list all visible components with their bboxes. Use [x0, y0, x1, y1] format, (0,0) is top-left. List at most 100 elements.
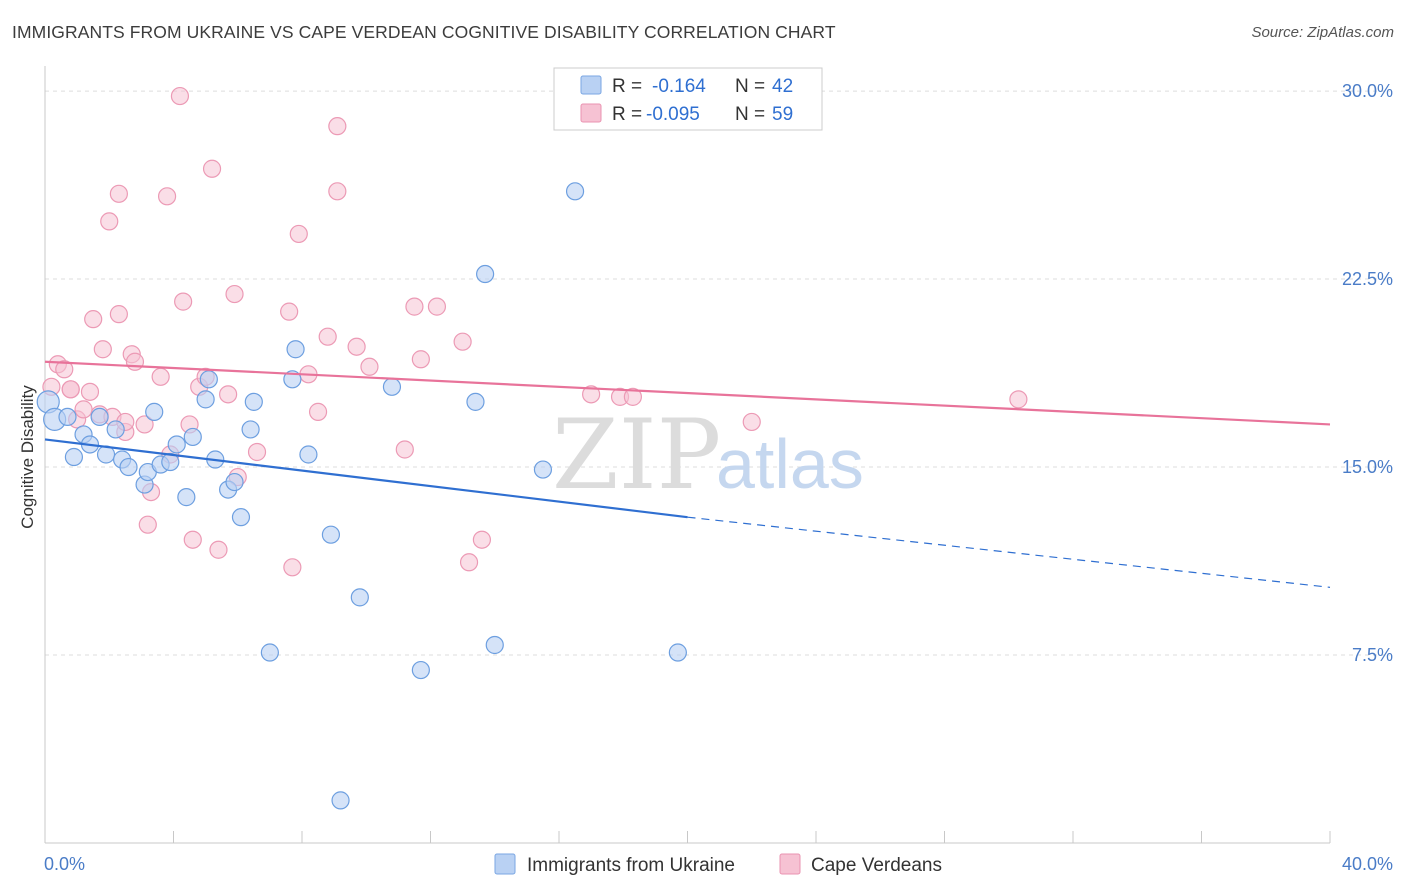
- data-point-cape-verdeans: [183, 530, 202, 549]
- data-point-cape-verdeans: [138, 515, 157, 534]
- data-point-immigrants-from-ukraine: [145, 402, 164, 421]
- source-label: Source: ZipAtlas.com: [1251, 24, 1394, 41]
- data-point-cape-verdeans: [318, 327, 337, 346]
- data-point-cape-verdeans: [347, 337, 366, 356]
- grid-lines: [45, 90, 1390, 656]
- data-point-cape-verdeans: [411, 350, 430, 369]
- axes: [44, 66, 1331, 844]
- data-point-immigrants-from-ukraine: [382, 377, 402, 396]
- data-point-cape-verdeans: [427, 297, 447, 316]
- data-point-cape-verdeans: [109, 184, 128, 203]
- legend-swatch-blue: [580, 75, 602, 95]
- data-point-cape-verdeans: [1009, 390, 1028, 409]
- x-tick-label: 40.0%: [1342, 854, 1393, 874]
- data-point-cape-verdeans: [283, 558, 302, 577]
- data-point-cape-verdeans: [151, 367, 170, 386]
- data-point-cape-verdeans: [459, 553, 479, 572]
- data-point-cape-verdeans: [80, 382, 100, 401]
- data-point-cape-verdeans: [225, 284, 244, 304]
- legend-r-label: R =: [612, 104, 642, 125]
- data-point-cape-verdeans: [170, 86, 190, 106]
- data-point-cape-verdeans: [157, 187, 177, 206]
- data-point-immigrants-from-ukraine: [476, 264, 495, 284]
- data-point-cape-verdeans: [74, 400, 93, 419]
- data-point-immigrants-from-ukraine: [299, 445, 318, 464]
- data-point-cape-verdeans: [55, 360, 74, 379]
- legend-n-label: N =: [735, 104, 765, 125]
- data-point-immigrants-from-ukraine: [231, 508, 251, 527]
- data-point-cape-verdeans: [61, 380, 80, 399]
- watermark-atlas: atlas: [716, 425, 864, 503]
- data-point-immigrants-from-ukraine: [106, 420, 125, 439]
- data-point-cape-verdeans: [328, 117, 347, 136]
- bottom-legend-swatch-blue: [494, 853, 516, 875]
- data-point-cape-verdeans: [623, 387, 642, 406]
- data-point-cape-verdeans: [219, 385, 238, 404]
- data-point-immigrants-from-ukraine: [350, 588, 369, 607]
- data-point-cape-verdeans: [109, 305, 128, 324]
- data-point-cape-verdeans: [289, 224, 308, 244]
- data-point-immigrants-from-ukraine: [533, 460, 553, 479]
- data-point-immigrants-from-ukraine: [90, 407, 109, 427]
- bottom-legend-label: Immigrants from Ukraine: [527, 855, 735, 876]
- data-point-cape-verdeans: [472, 530, 491, 549]
- data-point-immigrants-from-ukraine: [196, 390, 215, 409]
- data-point-cape-verdeans: [93, 340, 112, 359]
- data-point-cape-verdeans: [125, 352, 145, 371]
- data-point-cape-verdeans: [84, 310, 103, 329]
- y-axis-title: Cognitive Disability: [18, 385, 37, 529]
- data-point-cape-verdeans: [280, 302, 299, 321]
- data-point-immigrants-from-ukraine: [199, 370, 218, 389]
- top-legend: R = -0.164 N = 42 R = -0.095 N = 59: [553, 67, 823, 131]
- y-tick-label: 22.5%: [1342, 269, 1393, 289]
- data-point-cape-verdeans: [405, 297, 424, 316]
- data-point-immigrants-from-ukraine: [241, 420, 260, 439]
- bottom-legend-swatch-pink: [779, 853, 801, 875]
- x-tick-label: 0.0%: [44, 854, 85, 874]
- data-point-immigrants-from-ukraine: [260, 643, 279, 662]
- trend-lines: [44, 360, 1331, 588]
- data-point-immigrants-from-ukraine: [466, 392, 485, 411]
- data-point-immigrants-from-ukraine: [668, 643, 687, 662]
- data-point-immigrants-from-ukraine: [244, 392, 263, 411]
- data-point-cape-verdeans: [453, 332, 472, 351]
- data-point-cape-verdeans: [360, 357, 379, 376]
- bottom-legend: Immigrants from Ukraine Cape Verdeans: [494, 853, 942, 876]
- trend-line-extension-immigrants-from-ukraine: [687, 516, 1331, 588]
- data-point-immigrants-from-ukraine: [485, 635, 504, 655]
- legend-n-value: 42: [772, 76, 793, 97]
- data-point-immigrants-from-ukraine: [183, 427, 202, 447]
- legend-swatch-pink: [580, 103, 602, 123]
- y-tick-label: 30.0%: [1342, 81, 1393, 101]
- data-point-cape-verdeans: [135, 415, 154, 434]
- x-tick-labels: 0.0% 40.0%: [44, 854, 1393, 874]
- data-point-cape-verdeans: [247, 442, 267, 462]
- y-tick-label: 7.5%: [1352, 645, 1393, 665]
- data-point-cape-verdeans: [742, 412, 761, 432]
- data-point-immigrants-from-ukraine: [565, 182, 585, 201]
- data-point-cape-verdeans: [328, 182, 347, 201]
- data-point-cape-verdeans: [582, 385, 601, 404]
- y-tick-labels: 7.5% 15.0% 22.5% 30.0%: [1342, 81, 1393, 665]
- data-point-immigrants-from-ukraine: [177, 488, 196, 507]
- watermark: ZIP atlas: [552, 399, 864, 511]
- data-point-cape-verdeans: [174, 292, 193, 311]
- data-point-immigrants-from-ukraine: [167, 435, 186, 454]
- data-point-immigrants-from-ukraine: [331, 791, 350, 810]
- trend-line-immigrants-from-ukraine: [44, 438, 688, 519]
- data-point-cape-verdeans: [100, 212, 119, 231]
- data-point-immigrants-from-ukraine: [286, 340, 305, 359]
- y-tick-label: 15.0%: [1342, 457, 1393, 477]
- data-point-cape-verdeans: [202, 159, 222, 178]
- data-point-immigrants-from-ukraine: [64, 447, 84, 467]
- data-point-immigrants-from-ukraine: [225, 472, 244, 492]
- data-point-immigrants-from-ukraine: [119, 457, 138, 477]
- chart-title: IMMIGRANTS FROM UKRAINE VS CAPE VERDEAN …: [12, 22, 836, 42]
- data-point-cape-verdeans: [308, 402, 328, 421]
- legend-n-value: 59: [772, 104, 793, 125]
- legend-n-label: N =: [735, 76, 765, 97]
- legend-r-label: R =: [612, 76, 642, 97]
- legend-r-value: -0.095: [646, 104, 700, 125]
- data-point-immigrants-from-ukraine: [58, 407, 77, 427]
